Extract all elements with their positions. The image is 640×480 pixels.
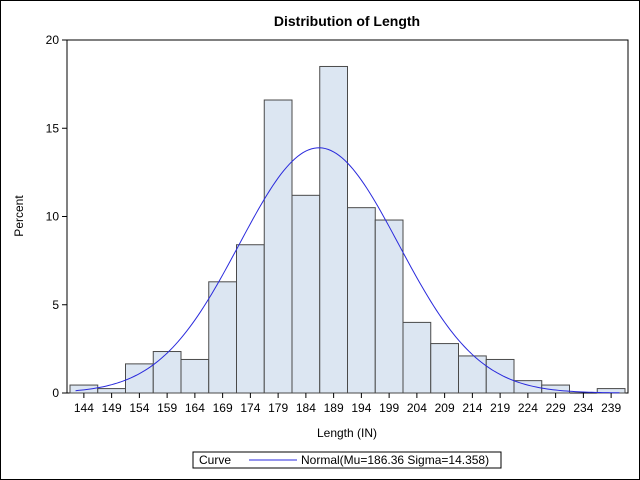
x-tick-label: 234 xyxy=(573,401,593,415)
histogram-bar xyxy=(69,384,99,394)
x-tick-label: 169 xyxy=(213,401,233,415)
x-tick-label: 199 xyxy=(379,401,399,415)
y-tick-label: 0 xyxy=(52,386,59,400)
x-tick-label: 164 xyxy=(185,401,205,415)
x-tick-label: 174 xyxy=(240,401,260,415)
histogram-bar xyxy=(347,207,376,394)
normal-curve-line xyxy=(75,147,620,394)
y-tick-label: 15 xyxy=(46,121,60,135)
y-tick-label: 5 xyxy=(52,298,59,312)
legend-entry: Normal(Mu=186.36 Sigma=14.358) xyxy=(301,453,489,467)
x-tick-label: 184 xyxy=(296,401,316,415)
legend: Curve Normal(Mu=186.36 Sigma=14.358) xyxy=(192,451,502,469)
histogram-bar xyxy=(430,343,459,394)
x-tick-label: 229 xyxy=(546,401,566,415)
y-axis-title: Percent xyxy=(12,195,26,237)
histogram-bar xyxy=(97,388,126,394)
chart-title: Distribution of Length xyxy=(274,13,420,29)
histogram-bar xyxy=(319,65,348,394)
x-tick-label: 219 xyxy=(490,401,510,415)
x-tick-label: 154 xyxy=(129,401,149,415)
histogram-bar xyxy=(402,321,432,394)
bars-group xyxy=(69,65,626,394)
x-tick-label: 149 xyxy=(102,401,122,415)
histogram-bar xyxy=(458,355,487,394)
legend-box xyxy=(192,451,502,469)
y-axis: 0 5 10 15 20 xyxy=(46,33,67,400)
x-tick-label: 179 xyxy=(268,401,288,415)
histogram-bar xyxy=(180,358,210,394)
histogram-bar xyxy=(236,244,265,394)
x-tick-label: 159 xyxy=(157,401,177,415)
histogram-bar xyxy=(485,358,515,394)
x-tick-label: 144 xyxy=(74,401,94,415)
y-tick-label: 10 xyxy=(46,210,60,224)
x-axis: 144 149 154 159 164 169 174 179 184 189 194 199 204 2… xyxy=(74,393,621,415)
histogram-bar xyxy=(374,219,404,394)
x-tick-label: 204 xyxy=(407,401,427,415)
histogram-bar xyxy=(152,351,182,394)
histogram-bar xyxy=(208,281,237,394)
histogram-bar xyxy=(263,99,293,394)
x-tick-label: 214 xyxy=(462,401,482,415)
legend-header: Curve xyxy=(199,453,231,467)
x-tick-label: 189 xyxy=(324,401,344,415)
x-tick-label: 209 xyxy=(435,401,455,415)
plot-area xyxy=(66,39,629,394)
x-tick-label: 194 xyxy=(351,401,371,415)
x-tick-label: 239 xyxy=(601,401,621,415)
histogram-bar xyxy=(291,194,321,394)
y-tick-label: 20 xyxy=(46,33,60,47)
x-axis-title: Length (IN) xyxy=(317,426,377,440)
x-tick-label: 224 xyxy=(518,401,538,415)
